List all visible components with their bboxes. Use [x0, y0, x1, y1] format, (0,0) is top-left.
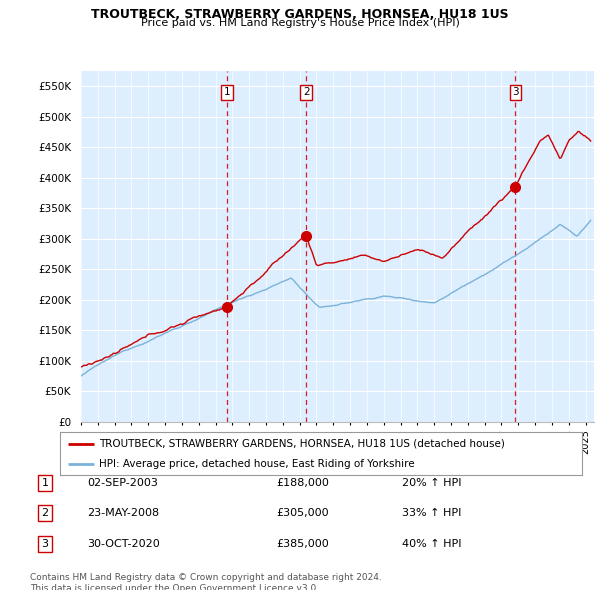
Text: 3: 3: [512, 87, 519, 97]
Text: 30-OCT-2020: 30-OCT-2020: [87, 539, 160, 549]
Text: 23-MAY-2008: 23-MAY-2008: [87, 509, 159, 518]
Text: Price paid vs. HM Land Registry's House Price Index (HPI): Price paid vs. HM Land Registry's House …: [140, 18, 460, 28]
Text: £385,000: £385,000: [276, 539, 329, 549]
Text: Contains HM Land Registry data © Crown copyright and database right 2024.
This d: Contains HM Land Registry data © Crown c…: [30, 573, 382, 590]
Text: 33% ↑ HPI: 33% ↑ HPI: [402, 509, 461, 518]
Text: 3: 3: [41, 539, 49, 549]
Text: 2: 2: [41, 509, 49, 518]
Text: 20% ↑ HPI: 20% ↑ HPI: [402, 478, 461, 487]
Text: TROUTBECK, STRAWBERRY GARDENS, HORNSEA, HU18 1US (detached house): TROUTBECK, STRAWBERRY GARDENS, HORNSEA, …: [99, 439, 505, 449]
Text: 1: 1: [41, 478, 49, 487]
Text: £188,000: £188,000: [276, 478, 329, 487]
Text: 40% ↑ HPI: 40% ↑ HPI: [402, 539, 461, 549]
Text: TROUTBECK, STRAWBERRY GARDENS, HORNSEA, HU18 1US: TROUTBECK, STRAWBERRY GARDENS, HORNSEA, …: [91, 8, 509, 21]
Text: 02-SEP-2003: 02-SEP-2003: [87, 478, 158, 487]
Text: 1: 1: [224, 87, 230, 97]
Text: £305,000: £305,000: [276, 509, 329, 518]
Text: HPI: Average price, detached house, East Riding of Yorkshire: HPI: Average price, detached house, East…: [99, 460, 415, 469]
Text: 2: 2: [303, 87, 310, 97]
